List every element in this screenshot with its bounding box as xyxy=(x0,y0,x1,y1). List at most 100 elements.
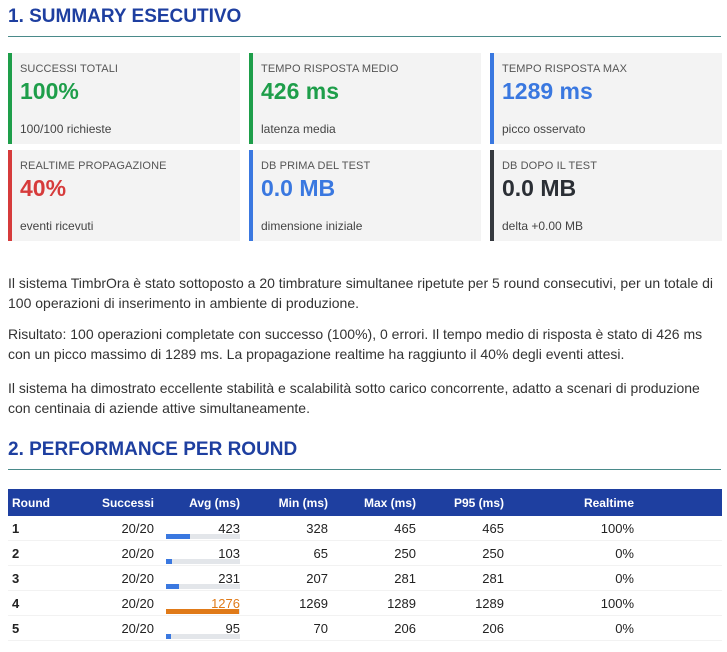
cell-round: 1 xyxy=(8,516,78,541)
card-subtitle: latenza media xyxy=(261,122,336,136)
cell-max: 250 xyxy=(334,540,422,566)
summary-paragraph-conclusion: Il sistema ha dimostrato eccellente stab… xyxy=(8,380,700,416)
cell-avg: 95 xyxy=(160,615,246,641)
cell-max: 206 xyxy=(334,615,422,641)
section-title-performance: 2. PERFORMANCE PER ROUND xyxy=(8,439,721,470)
cell-realtime: 0% xyxy=(510,615,640,641)
cell-p95: 281 xyxy=(422,565,510,591)
cell-min: 70 xyxy=(246,615,334,641)
cell-successi: 20/20 xyxy=(78,516,160,541)
avg-value: 423 xyxy=(218,520,240,536)
avg-bar xyxy=(166,584,180,589)
avg-bar xyxy=(166,534,191,539)
table-header-row: Round Successi Avg (ms) Min (ms) Max (ms… xyxy=(8,489,722,516)
card-value: 0.0 MB xyxy=(502,175,577,201)
card-value: 0.0 MB xyxy=(261,175,336,201)
table-row: 3 20/20 231 207 281 281 0% xyxy=(8,565,722,591)
cell-realtime: 100% xyxy=(510,590,640,616)
section-title-summary: 1. SUMMARY ESECUTIVO xyxy=(8,6,721,37)
cell-p95: 465 xyxy=(422,516,510,541)
cell-round: 3 xyxy=(8,565,78,591)
cell-successi: 20/20 xyxy=(78,540,160,566)
column-header-min: Min (ms) xyxy=(246,489,334,516)
table-row: 2 20/20 103 65 250 250 0% xyxy=(8,540,722,566)
avg-bar-track xyxy=(166,559,240,564)
avg-bar xyxy=(166,634,172,639)
card-realtime-propagazione: REALTIME PROPAGAZIONE 40% eventi ricevut… xyxy=(8,150,240,241)
cell-p95: 250 xyxy=(422,540,510,566)
round-performance-table: Round Successi Avg (ms) Min (ms) Max (ms… xyxy=(8,489,722,641)
column-header-realtime: Realtime xyxy=(510,489,640,516)
column-header-p95: P95 (ms) xyxy=(422,489,510,516)
avg-bar-track xyxy=(166,584,240,589)
cell-min: 65 xyxy=(246,540,334,566)
card-successi-totali: SUCCESSI TOTALI 100% 100/100 richieste xyxy=(8,53,240,144)
cell-successi: 20/20 xyxy=(78,565,160,591)
cell-realtime: 0% xyxy=(510,565,640,591)
cell-min: 207 xyxy=(246,565,334,591)
card-subtitle: delta +0.00 MB xyxy=(502,219,584,233)
table-row: 5 20/20 95 70 206 206 0% xyxy=(8,615,722,641)
column-header-round: Round xyxy=(8,489,78,516)
table-row: 4 20/20 1276 1269 1289 1289 100% xyxy=(8,590,722,616)
card-subtitle: dimensione iniziale xyxy=(261,219,363,233)
avg-value: 103 xyxy=(218,545,240,561)
card-subtitle: 100/100 richieste xyxy=(20,122,112,136)
card-tempo-risposta-max: TEMPO RISPOSTA MAX 1289 ms picco osserva… xyxy=(490,53,722,144)
cell-spacer xyxy=(640,516,722,541)
avg-value: 231 xyxy=(218,570,240,586)
card-label: TEMPO RISPOSTA MEDIO xyxy=(261,63,399,75)
card-db-dopo-il-test: DB DOPO IL TEST 0.0 MB delta +0.00 MB xyxy=(490,150,722,241)
cell-p95: 206 xyxy=(422,615,510,641)
card-tempo-risposta-medio: TEMPO RISPOSTA MEDIO 426 ms latenza medi… xyxy=(249,53,481,144)
card-label: DB DOPO IL TEST xyxy=(502,160,598,172)
table-row: 1 20/20 423 328 465 465 100% xyxy=(8,516,722,541)
card-value: 40% xyxy=(20,175,67,201)
column-header-avg: Avg (ms) xyxy=(160,489,246,516)
cell-max: 281 xyxy=(334,565,422,591)
card-value: 1289 ms xyxy=(502,78,593,104)
card-db-prima-del-test: DB PRIMA DEL TEST 0.0 MB dimensione iniz… xyxy=(249,150,481,241)
cell-min: 328 xyxy=(246,516,334,541)
card-label: SUCCESSI TOTALI xyxy=(20,63,119,75)
card-subtitle: picco osservato xyxy=(502,122,586,136)
cell-avg: 231 xyxy=(160,565,246,591)
cell-realtime: 100% xyxy=(510,516,640,541)
avg-value: 95 xyxy=(225,620,240,636)
cell-min: 1269 xyxy=(246,590,334,616)
cell-successi: 20/20 xyxy=(78,590,160,616)
cell-max: 465 xyxy=(334,516,422,541)
avg-bar-track xyxy=(166,609,240,614)
cell-round: 2 xyxy=(8,540,78,566)
card-label: REALTIME PROPAGAZIONE xyxy=(20,160,167,172)
cell-spacer xyxy=(640,615,722,641)
cell-avg: 1276 xyxy=(160,590,246,616)
column-header-spacer xyxy=(640,489,722,516)
cell-successi: 20/20 xyxy=(78,615,160,641)
cell-spacer xyxy=(640,540,722,566)
avg-bar-track xyxy=(166,534,240,539)
summary-cards: SUCCESSI TOTALI 100% 100/100 richieste T… xyxy=(8,53,722,241)
cell-spacer xyxy=(640,590,722,616)
summary-paragraph-result: Risultato: 100 operazioni completate con… xyxy=(8,326,703,362)
card-value: 426 ms xyxy=(261,78,340,104)
avg-bar xyxy=(166,559,172,564)
card-subtitle: eventi ricevuti xyxy=(20,219,94,233)
card-label: DB PRIMA DEL TEST xyxy=(261,160,371,172)
cell-realtime: 0% xyxy=(510,540,640,566)
avg-bar-track xyxy=(166,634,240,639)
summary-paragraph-intro: Il sistema TimbrOra è stato sottoposto a… xyxy=(8,275,714,311)
cell-max: 1289 xyxy=(334,590,422,616)
cell-avg: 423 xyxy=(160,516,246,541)
cell-spacer xyxy=(640,565,722,591)
cell-round: 5 xyxy=(8,615,78,641)
avg-bar xyxy=(166,609,240,614)
card-label: TEMPO RISPOSTA MAX xyxy=(502,63,628,75)
cell-round: 4 xyxy=(8,590,78,616)
column-header-max: Max (ms) xyxy=(334,489,422,516)
avg-value: 1276 xyxy=(211,595,240,611)
cell-p95: 1289 xyxy=(422,590,510,616)
card-value: 100% xyxy=(20,78,79,104)
cell-avg: 103 xyxy=(160,540,246,566)
